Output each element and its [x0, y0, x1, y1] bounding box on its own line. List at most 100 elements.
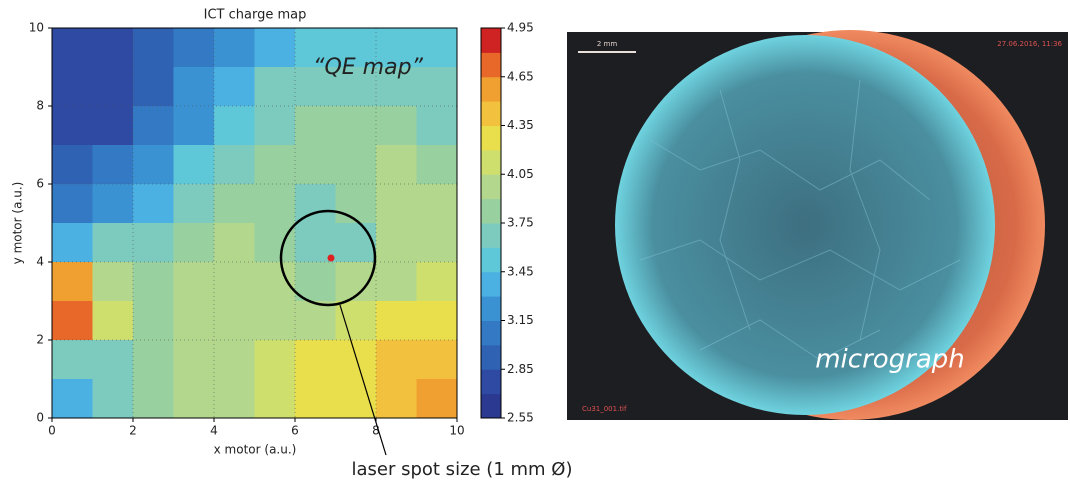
contour-cell	[133, 262, 174, 302]
chart-title: ICT charge map	[204, 8, 307, 23]
contour-cell	[133, 106, 174, 146]
colorbar-band	[481, 77, 501, 102]
contour-cell	[52, 184, 93, 224]
colorbar-band	[481, 296, 501, 321]
contour-cell	[376, 340, 417, 380]
contour-cell	[174, 223, 215, 263]
y-axis-label: y motor (a.u.)	[11, 182, 25, 265]
contour-cell	[255, 223, 296, 263]
contour-cell	[376, 301, 417, 341]
y-tick-label: 10	[29, 21, 44, 35]
contour-cell	[255, 28, 296, 68]
contour-cell	[174, 67, 215, 107]
y-tick-label: 8	[36, 99, 44, 113]
contour-cell	[214, 340, 255, 380]
contour-cell	[417, 106, 458, 146]
contour-cell	[93, 184, 134, 224]
contour-cell	[255, 262, 296, 302]
colorbar-band	[481, 321, 501, 346]
colorbar-band	[481, 174, 501, 199]
contour-cell	[174, 184, 215, 224]
contour-cell	[255, 106, 296, 146]
colorbar-band	[481, 247, 501, 272]
colorbar-band	[481, 199, 501, 224]
colorbar-tick-label: 2.85	[507, 362, 534, 376]
laser-spot-center	[328, 255, 335, 262]
contour-cell	[174, 145, 215, 185]
x-axis-label: x motor (a.u.)	[214, 443, 297, 457]
contour-cell	[255, 340, 296, 380]
colorbar-band	[481, 345, 501, 370]
contour-cell	[93, 379, 134, 419]
x-tick-label: 0	[48, 424, 56, 438]
contour-cell	[417, 301, 458, 341]
contour-cell	[93, 67, 134, 107]
contour-cell	[214, 223, 255, 263]
contour-cell	[133, 340, 174, 380]
contour-cell	[376, 184, 417, 224]
colorbar-band	[481, 150, 501, 175]
qe-map-annotation: “QE map”	[313, 55, 423, 80]
contour-cell	[295, 145, 336, 185]
contour-cell	[255, 379, 296, 419]
contour-cell	[295, 379, 336, 419]
colorbar-band	[481, 126, 501, 151]
colorbar-tick-label: 3.75	[507, 216, 534, 230]
contour-cell	[214, 67, 255, 107]
contour-cell	[417, 184, 458, 224]
contour-cell	[255, 184, 296, 224]
contour-cell	[336, 106, 377, 146]
colorbar-band	[481, 272, 501, 297]
colorbar-tick-label: 4.65	[507, 69, 534, 83]
contour-cell	[255, 145, 296, 185]
contour-cell	[417, 262, 458, 302]
contour-cell	[52, 379, 93, 419]
contour-cell	[52, 340, 93, 380]
contour-cell	[295, 106, 336, 146]
contour-cell	[93, 145, 134, 185]
contour-cell	[295, 301, 336, 341]
contour-cell	[417, 223, 458, 263]
contour-cell	[214, 106, 255, 146]
contour-cell	[133, 184, 174, 224]
contour-cell	[376, 262, 417, 302]
colorbar-tick-label: 3.45	[507, 264, 534, 278]
contour-cell	[214, 301, 255, 341]
contour-cell	[93, 223, 134, 263]
contour-cell	[174, 379, 215, 419]
contour-cell	[174, 340, 215, 380]
contour-cell	[52, 262, 93, 302]
contour-cell	[52, 67, 93, 107]
contour-cell	[417, 340, 458, 380]
x-tick-label: 2	[129, 424, 137, 438]
contour-cell	[336, 379, 377, 419]
contour-cell	[255, 301, 296, 341]
contour-cell	[93, 106, 134, 146]
contour-cell	[214, 184, 255, 224]
colorbar-tick-label: 3.15	[507, 313, 534, 327]
figure: 024681002468102.552.853.153.453.754.054.…	[0, 0, 1070, 485]
contour-cell	[133, 223, 174, 263]
contour-cell	[295, 184, 336, 224]
contour-cell	[214, 28, 255, 68]
contour-cell	[417, 379, 458, 419]
contour-cell	[52, 106, 93, 146]
contour-cell	[376, 379, 417, 419]
x-tick-label: 4	[210, 424, 218, 438]
contour-cell	[93, 262, 134, 302]
contour-cell	[93, 28, 134, 68]
contour-cell	[417, 145, 458, 185]
y-tick-label: 6	[36, 177, 44, 191]
contour-cell	[376, 223, 417, 263]
contour-cell	[255, 67, 296, 107]
colorbar-band	[481, 223, 501, 248]
contour-cell	[336, 340, 377, 380]
y-tick-label: 4	[36, 255, 44, 269]
colorbar-band	[481, 52, 501, 77]
x-tick-label: 6	[291, 424, 299, 438]
contour-cell	[52, 301, 93, 341]
page: 024681002468102.552.853.153.453.754.054.…	[0, 0, 1070, 485]
contour-cell	[336, 145, 377, 185]
contour-cell	[52, 145, 93, 185]
